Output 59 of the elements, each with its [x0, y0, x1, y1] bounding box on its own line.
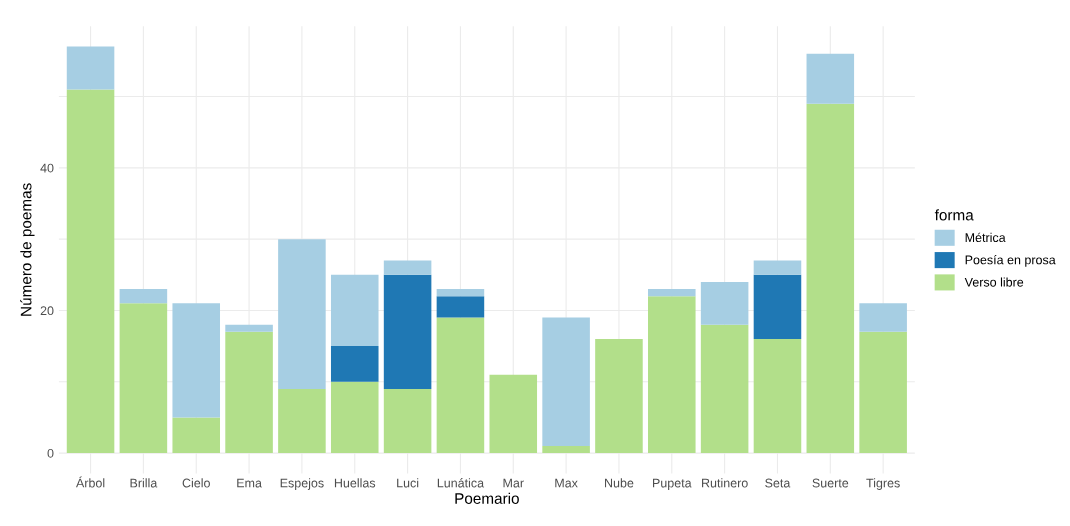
- legend-label: Métrica: [965, 232, 1006, 242]
- x-tick-label: Lunática: [437, 478, 485, 488]
- bar: [859, 303, 907, 332]
- bar: [383, 388, 432, 454]
- bar: [489, 374, 538, 454]
- x-tick-label: Tigres: [866, 478, 900, 490]
- legend-label: Poesía en prosa: [965, 254, 1056, 267]
- bar: [225, 331, 273, 454]
- bar: [383, 260, 432, 275]
- x-tick-label: Rutinero: [702, 478, 748, 488]
- bar: [225, 324, 273, 332]
- x-tick-label: Suerte: [812, 478, 849, 488]
- bar: [383, 274, 432, 389]
- bar: [753, 260, 802, 275]
- bar: [172, 417, 221, 454]
- x-tick-label: Max: [555, 478, 578, 488]
- x-tick-label: Mar: [503, 478, 524, 488]
- bar: [119, 303, 168, 454]
- x-tick-label: Ema: [237, 478, 262, 488]
- bar: [753, 274, 802, 339]
- y-tick-label: 0: [47, 448, 54, 458]
- x-axis-title: Poemario: [455, 492, 519, 504]
- x-tick-label: Pupeta: [653, 478, 692, 490]
- legend-title: forma: [934, 209, 974, 221]
- bar: [648, 296, 696, 454]
- bar: [436, 289, 485, 297]
- bar: [806, 103, 855, 454]
- y-tick-label: 40: [40, 163, 54, 173]
- legend-label: Verso libre: [964, 277, 1024, 287]
- x-tick-label: Árbol: [75, 476, 105, 488]
- bar: [66, 46, 115, 90]
- bar: [806, 53, 855, 104]
- bar: [436, 296, 485, 318]
- bar: [119, 289, 168, 304]
- bar: [66, 89, 115, 454]
- x-tick-label: Nube: [605, 478, 634, 488]
- y-tick-label: 20: [40, 306, 54, 316]
- bar: [595, 338, 643, 454]
- bar: [330, 346, 379, 382]
- bar: [542, 445, 590, 454]
- bar: [753, 338, 802, 454]
- bar: [648, 289, 696, 297]
- x-tick-label: Cielo: [182, 478, 210, 488]
- bar: [436, 317, 485, 454]
- bar: [330, 274, 379, 347]
- x-tick-label: Espejos: [280, 478, 324, 490]
- bar: [278, 239, 326, 389]
- bar: [700, 281, 749, 325]
- x-tick-label: Seta: [765, 478, 791, 488]
- x-tick-label: Luci: [397, 478, 419, 488]
- bar: [278, 388, 326, 454]
- bar: [172, 303, 221, 418]
- x-tick-label: Brilla: [130, 478, 158, 488]
- x-tick-label: Huellas: [334, 478, 376, 488]
- y-axis-title: Número de poemas: [20, 183, 35, 316]
- bar: [330, 381, 379, 454]
- bar: [542, 317, 590, 446]
- bar: [700, 324, 749, 454]
- bar: [859, 331, 907, 454]
